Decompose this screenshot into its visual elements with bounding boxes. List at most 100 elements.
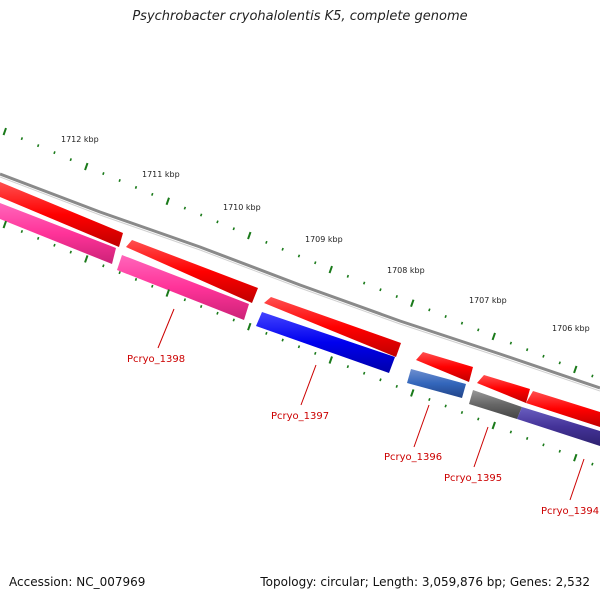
ruler-label-1708: 1708 kbp [387, 266, 425, 275]
ruler-tick [69, 250, 72, 254]
ruler-tick [314, 351, 317, 355]
ruler-tick [20, 229, 24, 233]
forward-feature-2 [126, 240, 258, 303]
gene-pcryo-1397[interactable] [256, 312, 395, 373]
ruler-tick [151, 192, 154, 196]
ruler-label-1712: 1712 kbp [61, 135, 99, 144]
ruler-tick [558, 361, 561, 365]
ruler-ticks-bottom [2, 220, 594, 466]
leader-pcryo-1395 [473, 426, 489, 468]
leader-pcryo-1394 [569, 458, 585, 501]
ruler-tick [460, 321, 464, 325]
ruler-tick [118, 271, 121, 275]
forward-feature-4 [416, 352, 473, 382]
ruler-tick [542, 354, 545, 358]
ruler-label-1706: 1706 kbp [552, 324, 590, 333]
ruler-tick [346, 365, 350, 369]
map-title: Psychrobacter cryohalolentis K5, complet… [132, 9, 468, 24]
ruler-tick [444, 315, 447, 319]
leader-pcryo-1397 [300, 364, 317, 406]
ruler-tick [281, 338, 284, 342]
leader-pcryo-1398 [157, 308, 175, 349]
ruler-tick [134, 277, 138, 281]
ruler-tick [395, 294, 398, 299]
ruler-label-1710: 1710 kbp [223, 203, 261, 212]
ruler-tick [314, 261, 317, 265]
gene-pcryo-1394[interactable] [517, 407, 600, 446]
ruler-tick [460, 411, 464, 415]
ruler-tick [199, 213, 203, 217]
ruler-tick [491, 332, 496, 341]
ruler-tick [20, 137, 24, 141]
ruler-tick [183, 206, 187, 210]
ruler-tick [216, 220, 219, 224]
ruler-tick [558, 449, 561, 453]
ruler-tick [362, 281, 366, 285]
ruler-tick [509, 430, 513, 434]
ruler-tick [232, 318, 235, 322]
ruler-tick [591, 462, 594, 466]
ruler-tick [102, 172, 105, 176]
accession-text: Accession: NC_007969 [9, 575, 146, 589]
backbone-outer [0, 172, 600, 390]
gene-label-pcryo-1397: Pcryo_1397 [271, 411, 329, 422]
ruler-tick [328, 356, 333, 364]
ruler-tick [410, 299, 415, 308]
ruler-tick [102, 264, 105, 268]
ruler-label-1707: 1707 kbp [469, 296, 507, 305]
gene-pcryo-1395[interactable] [469, 390, 522, 419]
ruler-tick [134, 185, 138, 189]
ruler-ticks-top [2, 127, 594, 378]
ruler-tick [395, 384, 398, 388]
ruler-tick [247, 231, 252, 240]
genome-stats-text: Topology: circular; Length: 3,059,876 bp… [260, 575, 590, 589]
ruler-tick [542, 443, 545, 447]
ruler-tick [232, 227, 235, 231]
ruler-tick [297, 345, 301, 349]
gene-label-pcryo-1396: Pcryo_1396 [384, 452, 442, 463]
ruler-tick [151, 284, 154, 288]
ruler-tick [165, 197, 170, 206]
ruler-tick [183, 298, 187, 302]
ruler-tick [525, 436, 529, 440]
ruler-tick [525, 348, 529, 352]
ruler-label-1711: 1711 kbp [142, 170, 180, 179]
ruler-tick [84, 255, 89, 263]
ruler-tick [297, 254, 301, 258]
ruler-tick [84, 162, 89, 171]
ruler-tick [573, 365, 578, 374]
ruler-tick [477, 417, 480, 421]
ruler-tick [428, 308, 431, 312]
gene-pcryo-1398-body [0, 203, 116, 264]
forward-feature-6 [526, 391, 600, 427]
ruler-tick [346, 274, 350, 278]
ruler-label-1709: 1709 kbp [305, 235, 343, 244]
ruler-tick [247, 322, 252, 331]
ruler-tick [53, 151, 56, 155]
ruler-tick [118, 178, 121, 183]
ruler-tick [69, 158, 72, 162]
ruler-tick [281, 247, 284, 251]
ruler-tick [444, 404, 447, 408]
ruler-tick [265, 240, 268, 244]
ruler-tick [2, 127, 7, 136]
ruler-tick [477, 328, 480, 332]
ruler-tick [379, 378, 382, 382]
ruler-tick [379, 288, 382, 292]
ruler-tick [428, 397, 431, 402]
ruler-tick [509, 341, 513, 345]
forward-feature-1 [0, 182, 123, 247]
ruler-tick [199, 305, 203, 309]
ruler-tick [216, 311, 219, 315]
ruler-tick [573, 453, 578, 462]
ruler-tick [2, 220, 7, 229]
ruler-tick [410, 389, 415, 397]
backbone-inner [0, 176, 600, 392]
gene-pcryo-1396[interactable] [407, 369, 466, 398]
gene-pcryo-1398[interactable] [117, 255, 249, 320]
gene-label-pcryo-1398: Pcryo_1398 [127, 354, 185, 365]
forward-feature-3 [264, 297, 401, 357]
ruler-tick [36, 236, 40, 240]
ruler-tick [362, 371, 366, 375]
